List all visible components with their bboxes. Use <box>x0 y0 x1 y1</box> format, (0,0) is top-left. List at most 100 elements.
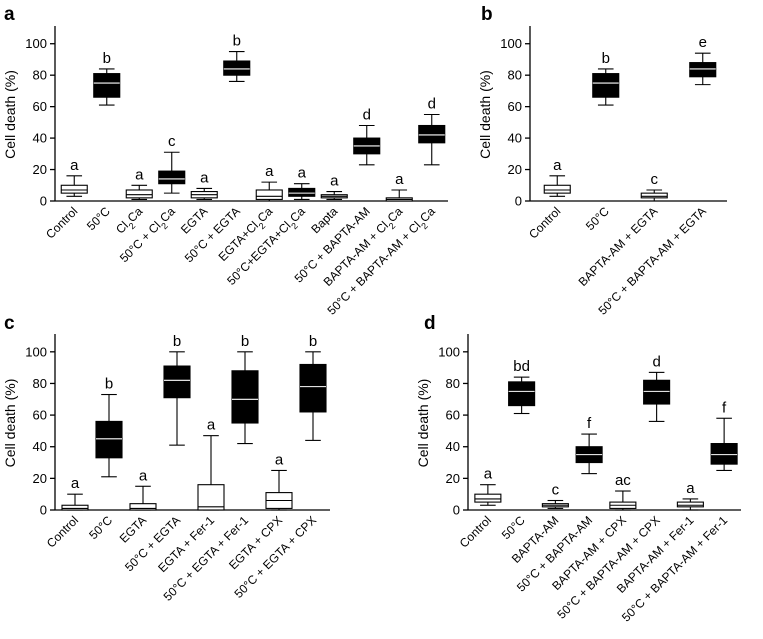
box-3: e <box>689 34 717 86</box>
box-iqr <box>163 365 191 399</box>
significance-label: a <box>275 451 284 468</box>
y-tick-label: 100 <box>500 36 522 51</box>
box-6: a <box>676 480 704 511</box>
y-tick-label: 40 <box>33 131 47 146</box>
box-iqr <box>710 443 738 465</box>
box-iqr <box>418 124 446 144</box>
y-tick-label: 0 <box>515 194 522 209</box>
y-tick-label: 20 <box>33 162 47 177</box>
significance-label: b <box>173 333 181 350</box>
box-5: b <box>223 33 251 83</box>
box-iqr <box>640 192 668 199</box>
box-2: a <box>129 467 157 511</box>
significance-label: ac <box>615 472 631 489</box>
y-tick-label: 80 <box>508 68 522 83</box>
y-tick-label: 60 <box>33 408 47 423</box>
box-0: a <box>61 475 89 511</box>
box-11: d <box>418 96 446 166</box>
significance-label: a <box>553 157 562 174</box>
panel-label: b <box>481 4 493 25</box>
box-0: a <box>474 466 502 506</box>
significance-label: a <box>395 171 404 188</box>
panel-label: c <box>4 313 15 334</box>
box-5: b <box>231 333 259 445</box>
y-axis-title: Cell death (%) <box>477 70 493 159</box>
significance-label: b <box>241 333 249 350</box>
box-0: a <box>60 157 88 197</box>
y-tick-label: 60 <box>508 99 522 114</box>
y-tick-label: 0 <box>453 503 460 518</box>
significance-label: a <box>207 417 216 434</box>
box-2: c <box>541 482 569 509</box>
box-1: b <box>93 50 121 106</box>
box-iqr <box>231 370 259 424</box>
box-9: d <box>353 107 381 166</box>
significance-label: b <box>309 333 317 350</box>
y-tick-label: 20 <box>508 162 522 177</box>
box-7: a <box>288 165 316 200</box>
box-3: f <box>575 415 603 475</box>
box-4: a <box>197 417 225 511</box>
significance-label: d <box>363 107 371 124</box>
significance-label: e <box>699 34 707 51</box>
box-2: a <box>125 166 153 200</box>
significance-label: a <box>135 166 144 183</box>
box-iqr <box>255 189 283 200</box>
box-3: c <box>158 133 186 194</box>
box-iqr <box>288 187 316 197</box>
category-label: Control <box>457 513 494 550</box>
y-tick-label: 100 <box>25 344 47 359</box>
significance-label: b <box>103 50 111 67</box>
panel-label: a <box>4 4 15 25</box>
significance-label: a <box>484 466 493 483</box>
y-tick-label: 20 <box>446 471 460 486</box>
panel-b: b 0 20 40 60 80 100 Cell death (%) a Control b 50°C… <box>477 4 727 318</box>
box-3: b <box>163 333 191 446</box>
significance-label: c <box>168 133 176 150</box>
category-label: 50°C <box>499 513 528 542</box>
category-label: 50°C <box>86 513 115 542</box>
y-tick-label: 80 <box>446 376 460 391</box>
box-iqr <box>299 363 327 413</box>
y-tick-label: 80 <box>33 376 47 391</box>
significance-label: b <box>233 33 241 50</box>
box-6: a <box>255 163 283 202</box>
box-8: a <box>320 173 348 200</box>
significance-label: a <box>200 169 209 186</box>
significance-label: a <box>298 165 307 182</box>
significance-label: bd <box>513 358 530 375</box>
significance-label: a <box>139 467 148 484</box>
box-6: a <box>265 451 293 511</box>
significance-label: f <box>722 399 727 416</box>
box-2: c <box>640 171 668 202</box>
box-iqr <box>125 189 153 199</box>
y-tick-label: 40 <box>446 439 460 454</box>
box-iqr <box>223 60 251 76</box>
significance-label: a <box>265 163 274 180</box>
y-tick-label: 0 <box>40 194 47 209</box>
box-iqr <box>474 493 502 503</box>
box-7: b <box>299 333 327 441</box>
category-label: EGTA <box>117 513 149 545</box>
significance-label: f <box>587 415 592 432</box>
box-7: f <box>710 399 738 472</box>
significance-label: b <box>602 50 610 67</box>
panel-label: d <box>424 313 436 334</box>
y-tick-label: 80 <box>33 68 47 83</box>
box-1: b <box>592 50 620 106</box>
box-1: b <box>95 376 123 478</box>
box-iqr <box>689 62 717 78</box>
box-0: a <box>543 157 571 197</box>
box-10: a <box>385 171 413 202</box>
box-iqr <box>60 184 88 194</box>
y-axis-title: Cell death (%) <box>2 70 18 159</box>
category-label: 50°C <box>583 204 612 233</box>
box-1: bd <box>508 358 536 415</box>
box-iqr <box>592 73 620 98</box>
y-tick-label: 100 <box>438 344 460 359</box>
box-iqr <box>508 381 536 407</box>
significance-label: c <box>552 482 560 499</box>
significance-label: a <box>330 173 339 190</box>
y-tick-label: 60 <box>446 408 460 423</box>
